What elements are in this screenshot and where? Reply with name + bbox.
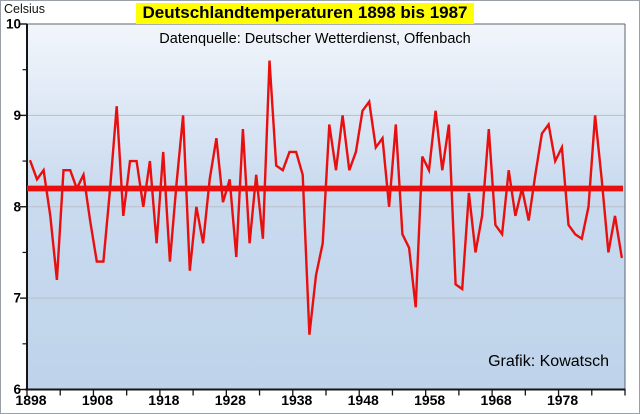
x-axis-tick-label: 1928: [215, 392, 246, 408]
x-axis-tick-label: 1978: [547, 392, 578, 408]
x-axis-tick-label: 1918: [148, 392, 179, 408]
y-axis-tick-label: 6: [13, 382, 21, 397]
y-axis-tick-label: 9: [13, 108, 21, 123]
x-axis-tick-label: 1938: [281, 392, 312, 408]
y-axis-tick-label: 8: [13, 199, 21, 214]
x-axis-tick-label: 1948: [348, 392, 379, 408]
credit-label: Grafik: Kowatsch: [488, 353, 609, 370]
chart-title: Deutschlandtemperaturen 1898 bis 1987: [136, 3, 474, 24]
y-axis-tick-label: 10: [6, 17, 21, 32]
x-axis-tick-label: 1968: [481, 392, 512, 408]
temperature-line: [29, 60, 623, 335]
chart-title-row: Deutschlandtemperaturen 1898 bis 1987: [1, 3, 609, 24]
y-axis-tick-label: 7: [13, 291, 21, 306]
x-axis-tick-label: 1958: [414, 392, 445, 408]
y-axis-unit-label: Celsius: [4, 2, 45, 16]
x-axis-tick-label: 1898: [15, 392, 46, 408]
x-axis-tick-label: 1908: [82, 392, 113, 408]
data-source-note: Datenquelle: Deutscher Wetterdienst, Off…: [159, 31, 471, 47]
